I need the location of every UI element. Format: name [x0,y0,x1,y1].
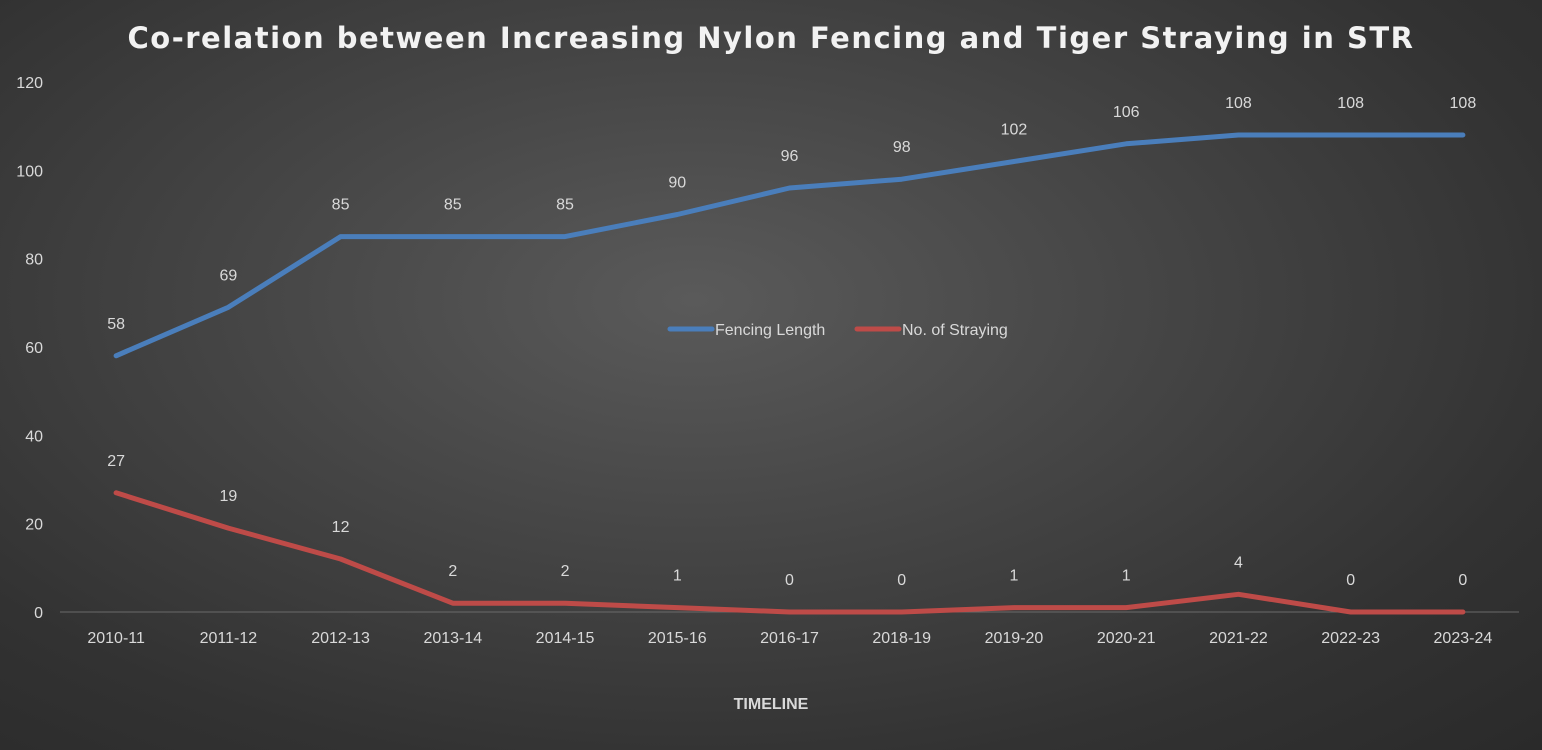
data-label: 106 [1113,104,1140,121]
data-label: 98 [893,139,911,156]
y-tick-label: 60 [25,340,43,357]
y-tick-label: 80 [25,252,43,269]
x-tick-label: 2021-22 [1209,630,1268,647]
data-label: 85 [332,197,350,214]
x-tick-label: 2022-23 [1321,630,1380,647]
y-tick-label: 100 [16,163,43,180]
x-tick-label: 2013-14 [423,630,482,647]
series-line-fencing-length [113,132,1466,359]
x-tick-label: 2019-20 [985,630,1044,647]
data-label: 102 [1001,122,1028,139]
series-line-no-of-straying [113,490,1466,615]
data-label: 1 [1010,568,1019,585]
data-label: 85 [444,197,462,214]
data-label: 0 [897,572,906,589]
data-label: 108 [1450,95,1477,112]
data-labels: 58 69 85 85 85 90 96 98 102 106 108 108 108 27 19 12 2 2 1… [107,95,1476,589]
data-label: 2 [448,563,457,580]
x-tick-label: 2014-15 [536,630,595,647]
data-label: 1 [1122,568,1131,585]
y-tick-label: 120 [16,75,43,92]
y-tick-label: 0 [34,605,43,622]
legend: Fencing Length No. of Straying [667,322,1008,339]
data-label: 1 [673,568,682,585]
data-label: 4 [1234,554,1243,571]
x-tick-label: 2016-17 [760,630,819,647]
data-label: 27 [107,453,125,470]
chart-title: Co-relation between Increasing Nylon Fen… [128,21,1415,55]
data-label: 108 [1225,95,1252,112]
x-tick-label: 2018-19 [872,630,931,647]
data-label: 58 [107,316,125,333]
data-label: 19 [219,488,237,505]
data-label: 0 [1458,572,1467,589]
data-label: 96 [781,148,799,165]
x-axis-title: TIMELINE [734,696,809,713]
data-label: 2 [561,563,570,580]
data-label: 0 [1346,572,1355,589]
data-label: 12 [332,519,350,536]
data-label: 90 [668,175,686,192]
data-label: 69 [219,267,237,284]
data-label: 85 [556,197,574,214]
x-tick-label: 2023-24 [1434,630,1493,647]
y-tick-label: 40 [25,428,43,445]
x-tick-label: 2015-16 [648,630,707,647]
x-tick-label: 2012-13 [311,630,370,647]
legend-label: Fencing Length [715,322,825,339]
series-lines [113,132,1466,615]
x-axis-ticks: 2010-11 2011-12 2012-13 2013-14 2014-15 2015-… [87,630,1492,647]
data-label: 108 [1337,95,1364,112]
y-tick-label: 20 [25,517,43,534]
data-label: 0 [785,572,794,589]
x-tick-label: 2010-11 [87,630,145,647]
x-tick-label: 2020-21 [1097,630,1156,647]
y-axis-ticks: 0 20 40 60 80 100 120 [16,75,43,622]
legend-label: No. of Straying [902,322,1008,339]
x-tick-label: 2011-12 [200,630,258,647]
